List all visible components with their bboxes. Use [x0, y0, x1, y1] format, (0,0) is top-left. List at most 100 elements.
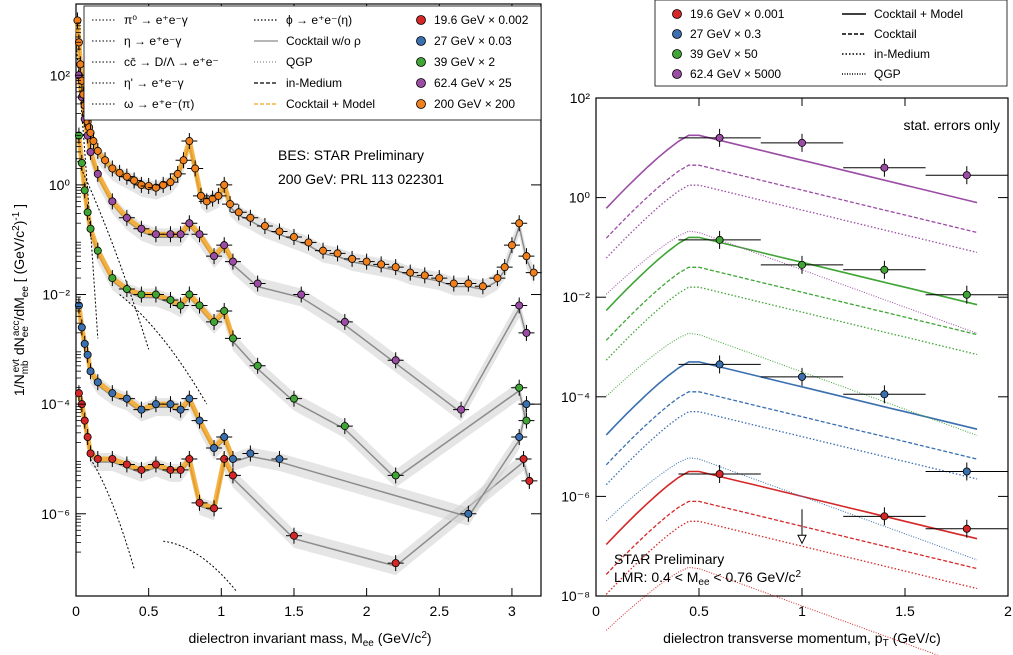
- data-point-4: [144, 181, 153, 190]
- legend-label-mid: in-Medium: [286, 76, 342, 90]
- legend-series-label: 39 GeV × 50: [690, 47, 758, 61]
- legend-marker: [672, 29, 682, 39]
- data-point-4: [515, 219, 524, 228]
- model-curve-3-0: [605, 134, 978, 209]
- data-point-4: [86, 128, 95, 137]
- data-point-3: [151, 230, 160, 239]
- data-point-1: [122, 394, 131, 403]
- data-point-4: [529, 268, 538, 277]
- right-y-tick-label: 10⁻⁴: [561, 389, 590, 405]
- data-point-3: [715, 133, 724, 142]
- data-point-4: [108, 164, 117, 173]
- data-point-4: [220, 180, 229, 189]
- data-point-3: [176, 230, 185, 239]
- data-point-0: [210, 504, 219, 513]
- data-point-2: [515, 383, 524, 392]
- model-curve-0-0: [605, 470, 978, 546]
- left-y-tick-label: 10⁻²: [42, 287, 70, 303]
- data-point-0: [525, 476, 534, 485]
- right-data-series: [678, 128, 1008, 545]
- data-point-1: [464, 509, 473, 518]
- model-curve-1-1: [605, 391, 978, 466]
- right-y-tick-label: 10⁻⁸: [561, 588, 590, 604]
- data-point-1: [522, 400, 531, 409]
- data-point-0: [83, 433, 92, 442]
- data-point-4: [464, 279, 473, 288]
- data-point-1: [798, 372, 807, 381]
- left-y-tick-label: 10⁻⁴: [41, 396, 70, 412]
- data-point-4: [435, 274, 444, 283]
- data-point-3: [297, 290, 306, 299]
- left-axis-ticks: 0 0.5 1 1.5 2 2.5 3 10⁻⁶ 10⁻⁴ 10⁻² 10⁰ 10²: [41, 4, 541, 619]
- component-curve-1: [75, 157, 150, 350]
- data-point-3: [962, 171, 971, 180]
- data-point-4: [214, 191, 223, 200]
- data-point-4: [478, 282, 487, 291]
- data-point-3: [210, 252, 219, 261]
- right-legend-box: [654, 0, 1008, 87]
- model-curve-1-2: [605, 411, 978, 486]
- data-point-0: [289, 531, 298, 540]
- model-curve-2-3: [605, 332, 978, 436]
- data-point-4: [507, 241, 516, 250]
- data-point-3: [340, 317, 349, 326]
- model-curve-0-2: [605, 520, 978, 595]
- data-point-2: [210, 317, 219, 326]
- right-x-tick-label: 2: [1004, 603, 1012, 619]
- model-curve-3-3: [605, 230, 978, 334]
- data-point-3: [228, 257, 237, 266]
- data-point-4: [348, 254, 357, 263]
- upper-limit-arrow: [797, 534, 807, 545]
- data-point-1: [715, 360, 724, 369]
- data-point-3: [220, 241, 229, 250]
- data-point-4: [73, 16, 82, 25]
- data-point-4: [130, 176, 139, 185]
- data-point-4: [362, 257, 371, 266]
- data-point-2: [253, 361, 262, 370]
- data-point-4: [185, 137, 194, 146]
- model-curve-3-1: [605, 164, 978, 239]
- data-point-0: [151, 460, 160, 469]
- component-curve-0: [75, 42, 99, 339]
- legend-style-label: QGP: [874, 67, 901, 81]
- data-point-4: [101, 156, 110, 165]
- data-point-1: [83, 350, 92, 359]
- legend-marker: [416, 78, 426, 88]
- data-point-1: [228, 454, 237, 463]
- right-model-curves: [605, 134, 978, 655]
- data-point-1: [93, 378, 102, 387]
- legend-series-label: 62.4 GeV × 25: [434, 76, 512, 90]
- data-point-4: [122, 172, 131, 181]
- legend-marker: [672, 9, 682, 19]
- legend-marker: [416, 36, 426, 46]
- data-point-3: [253, 279, 262, 288]
- data-point-4: [89, 137, 98, 146]
- data-point-0: [93, 454, 102, 463]
- data-point-1: [880, 390, 889, 399]
- data-point-3: [391, 356, 400, 365]
- data-point-4: [391, 263, 400, 272]
- data-point-2: [715, 235, 724, 244]
- data-point-4: [93, 146, 102, 155]
- right-x-axis-label: dielectron transverse momentum, pT (GeV/…: [663, 630, 941, 649]
- data-point-0: [137, 465, 146, 474]
- data-point-1: [275, 454, 284, 463]
- legend-marker: [416, 57, 426, 67]
- data-point-0: [715, 469, 724, 478]
- data-point-4: [420, 271, 429, 280]
- left-y-tick-label: 10²: [50, 67, 71, 83]
- data-point-3: [93, 169, 102, 178]
- model-curve-2-0: [605, 236, 978, 311]
- data-point-2: [340, 422, 349, 431]
- data-point-0: [519, 454, 528, 463]
- left-x-tick-label: 1.5: [284, 603, 304, 619]
- right-axis-ticks: 0 0.5 1 1.5 2 10⁻⁸ 10⁻⁶ 10⁻⁴ 10⁻² 10⁰ 10²: [561, 90, 1012, 619]
- model-curve-1-3: [605, 457, 978, 561]
- data-point-4: [234, 208, 243, 217]
- legend-label-mid: QGP: [286, 55, 313, 69]
- left-x-axis-label: dielectron invariant mass, Mee (GeV/c2): [188, 630, 431, 649]
- data-point-2: [391, 471, 400, 480]
- data-point-4: [137, 180, 146, 189]
- data-point-4: [377, 260, 386, 269]
- left-x-tick-label: 0: [72, 603, 80, 619]
